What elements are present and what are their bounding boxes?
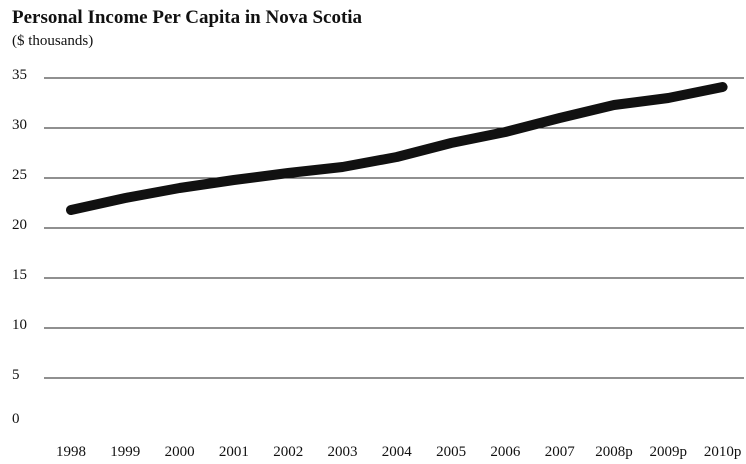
y-tick-label: 0 [12, 411, 20, 427]
y-tick-label: 35 [12, 67, 27, 83]
x-tick-label: 1999 [110, 444, 140, 460]
series-line [66, 82, 728, 215]
x-tick-label: 2002 [273, 444, 303, 460]
chart-subtitle: ($ thousands) [12, 33, 93, 49]
y-tick-label: 15 [12, 267, 27, 283]
x-tick-label: 2006 [490, 444, 521, 460]
x-tick-label: 2001 [219, 444, 249, 460]
chart-title: Personal Income Per Capita in Nova Scoti… [12, 7, 363, 28]
y-axis-ticks: 0 5 10 15 20 25 30 35 [12, 67, 27, 427]
x-tick-label: 2008p [595, 444, 633, 460]
x-tick-label: 2004 [382, 444, 413, 460]
x-tick-label: 2005 [436, 444, 466, 460]
y-tick-label: 30 [12, 117, 27, 133]
y-tick-label: 20 [12, 217, 27, 233]
y-tick-label: 10 [12, 317, 27, 333]
series-layer [66, 82, 728, 215]
x-tick-label: 2010p [704, 444, 742, 460]
x-tick-label: 2009p [650, 444, 688, 460]
y-tick-label: 25 [12, 167, 27, 183]
x-axis-ticks: 1998 1999 2000 2001 2002 2003 2004 2005 2006 2007… [56, 444, 741, 460]
y-tick-label: 5 [12, 367, 20, 383]
gridlines [44, 77, 744, 379]
x-tick-label: 1998 [56, 444, 86, 460]
x-tick-label: 2003 [328, 444, 358, 460]
x-tick-label: 2007 [545, 444, 576, 460]
x-tick-label: 2000 [165, 444, 195, 460]
